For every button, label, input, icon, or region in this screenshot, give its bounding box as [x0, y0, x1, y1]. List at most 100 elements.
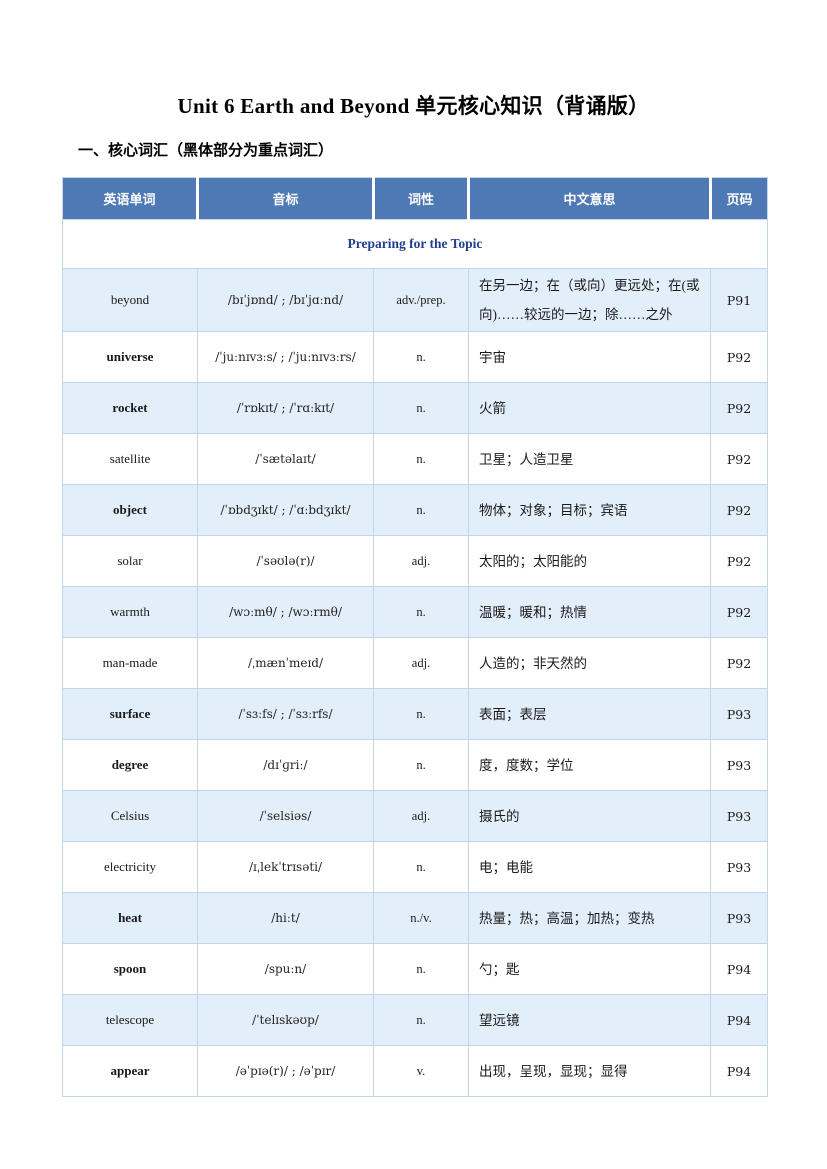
- page-cell: P92: [710, 484, 768, 536]
- phonetic-cell: /ˌmænˈmeɪd/: [197, 637, 374, 689]
- vocab-table-body: Preparing for the Topic beyond/bɪˈjɒnd/ …: [62, 219, 768, 1097]
- meaning-cell: 火箭: [468, 382, 711, 434]
- pos-cell: adj.: [373, 637, 469, 689]
- meaning-cell: 表面；表层: [468, 688, 711, 740]
- word-cell: man-made: [62, 637, 198, 689]
- page-cell: P93: [710, 841, 768, 893]
- phonetic-cell: /ˈsætəlaɪt/: [197, 433, 374, 485]
- page-cell: P92: [710, 433, 768, 485]
- pos-cell: adj.: [373, 535, 469, 587]
- table-row: warmth/wɔːmθ/ ; /wɔːrmθ/n. 温暖；暖和；热情 P92: [62, 586, 768, 638]
- pos-cell: adj.: [373, 790, 469, 842]
- meaning-cell: 热量；热；高温；加热；变热: [468, 892, 711, 944]
- page-cell: P93: [710, 739, 768, 791]
- meaning-cell: 温暖；暖和；热情: [468, 586, 711, 638]
- table-row: beyond/bɪˈjɒnd/ ; /bɪˈjɑːnd/adv./prep. 在另…: [62, 268, 768, 332]
- phonetic-cell: /ˈsɜːfs/ ; /ˈsɜːrfs/: [197, 688, 374, 740]
- meaning-cell: 电；电能: [468, 841, 711, 893]
- page-cell: P94: [710, 994, 768, 1046]
- phonetic-cell: /əˈpɪə(r)/ ; /əˈpɪr/: [197, 1045, 374, 1097]
- table-row: object/ˈɒbdʒɪkt/ ; /ˈɑːbdʒɪkt/n. 物体；对象；目标…: [62, 484, 768, 536]
- pos-cell: n.: [373, 688, 469, 740]
- page-cell: P91: [710, 268, 768, 332]
- meaning-cell: 太阳的；太阳能的: [468, 535, 711, 587]
- meaning-cell: 宇宙: [468, 331, 711, 383]
- word-cell: spoon: [62, 943, 198, 995]
- column-header-2: 音标: [196, 177, 374, 220]
- word-cell: universe: [62, 331, 198, 383]
- phonetic-cell: /ˈselsiəs/: [197, 790, 374, 842]
- table-row: man-made/ˌmænˈmeɪd/adj. 人造的；非天然的 P92: [62, 637, 768, 689]
- page-cell: P94: [710, 943, 768, 995]
- column-header-4: 中文意思: [467, 177, 711, 220]
- page-cell: P92: [710, 331, 768, 383]
- word-cell: object: [62, 484, 198, 536]
- pos-cell: n.: [373, 484, 469, 536]
- meaning-cell: 勺；匙: [468, 943, 711, 995]
- phonetic-cell: /ˈsəʊlə(r)/: [197, 535, 374, 587]
- meaning-cell: 在另一边；在（或向）更远处；在(或向)……较远的一边；除……之外: [468, 268, 711, 332]
- pos-cell: v.: [373, 1045, 469, 1097]
- group-row-label: Preparing for the Topic: [62, 219, 768, 269]
- meaning-cell: 物体；对象；目标；宾语: [468, 484, 711, 536]
- meaning-cell: 度，度数；学位: [468, 739, 711, 791]
- meaning-cell: 望远镜: [468, 994, 711, 1046]
- phonetic-cell: /bɪˈjɒnd/ ; /bɪˈjɑːnd/: [197, 268, 374, 332]
- table-row: appear/əˈpɪə(r)/ ; /əˈpɪr/v. 出现，呈现，显现；显得 P…: [62, 1045, 768, 1097]
- column-header-1: 英语单词: [62, 177, 198, 220]
- meaning-cell: 摄氏的: [468, 790, 711, 842]
- page-cell: P93: [710, 892, 768, 944]
- word-cell: satellite: [62, 433, 198, 485]
- phonetic-cell: /wɔːmθ/ ; /wɔːrmθ/: [197, 586, 374, 638]
- word-cell: degree: [62, 739, 198, 791]
- pos-cell: n.: [373, 382, 469, 434]
- table-row: universe/ˈjuːnɪvɜːs/ ; /ˈjuːnɪvɜːrs/n. 宇宙…: [62, 331, 768, 383]
- page-cell: P92: [710, 586, 768, 638]
- pos-cell: n.: [373, 433, 469, 485]
- word-cell: electricity: [62, 841, 198, 893]
- phonetic-cell: /hiːt/: [197, 892, 374, 944]
- phonetic-cell: /ɪˌlekˈtrɪsəti/: [197, 841, 374, 893]
- table-row: heat/hiːt/n./v. 热量；热；高温；加热；变热 P93: [62, 892, 768, 944]
- phonetic-cell: /ˈrɒkɪt/ ; /ˈrɑːkɪt/: [197, 382, 374, 434]
- word-cell: rocket: [62, 382, 198, 434]
- pos-cell: n.: [373, 841, 469, 893]
- phonetic-cell: /dɪˈɡriː/: [197, 739, 374, 791]
- column-header-3: 词性: [372, 177, 469, 220]
- pos-cell: adv./prep.: [373, 268, 469, 332]
- page-cell: P93: [710, 688, 768, 740]
- word-cell: appear: [62, 1045, 198, 1097]
- table-row: Celsius/ˈselsiəs/adj. 摄氏的 P93: [62, 790, 768, 842]
- header-row: 英语单词 音标 词性 中文意思 页码: [62, 177, 768, 220]
- phonetic-cell: /spuːn/: [197, 943, 374, 995]
- page-cell: P92: [710, 637, 768, 689]
- section-heading: 一、核心词汇（黑体部分为重点词汇）: [78, 142, 334, 159]
- group-row: Preparing for the Topic: [62, 219, 768, 269]
- table-row: rocket/ˈrɒkɪt/ ; /ˈrɑːkɪt/n. 火箭 P92: [62, 382, 768, 434]
- word-cell: beyond: [62, 268, 198, 332]
- phonetic-cell: /ˈjuːnɪvɜːs/ ; /ˈjuːnɪvɜːrs/: [197, 331, 374, 383]
- pos-cell: n.: [373, 586, 469, 638]
- table-row: electricity/ɪˌlekˈtrɪsəti/n. 电；电能 P93: [62, 841, 768, 893]
- table-row: solar/ˈsəʊlə(r)/adj. 太阳的；太阳能的 P92: [62, 535, 768, 587]
- word-cell: Celsius: [62, 790, 198, 842]
- column-header-5: 页码: [709, 177, 768, 220]
- pos-cell: n.: [373, 994, 469, 1046]
- page-cell: P94: [710, 1045, 768, 1097]
- table-row: surface/ˈsɜːfs/ ; /ˈsɜːrfs/n. 表面；表层 P93: [62, 688, 768, 740]
- pos-cell: n.: [373, 943, 469, 995]
- word-cell: telescope: [62, 994, 198, 1046]
- meaning-cell: 卫星；人造卫星: [468, 433, 711, 485]
- word-cell: solar: [62, 535, 198, 587]
- table-row: spoon/spuːn/n. 勺；匙 P94: [62, 943, 768, 995]
- page-cell: P92: [710, 382, 768, 434]
- pos-cell: n.: [373, 331, 469, 383]
- word-cell: warmth: [62, 586, 198, 638]
- page-cell: P93: [710, 790, 768, 842]
- table-row: telescope/ˈtelɪskəʊp/n. 望远镜 P94: [62, 994, 768, 1046]
- vocab-table-header: 英语单词 音标 词性 中文意思 页码: [62, 177, 768, 220]
- table-row: satellite/ˈsætəlaɪt/n. 卫星；人造卫星 P92: [62, 433, 768, 485]
- meaning-cell: 人造的；非天然的: [468, 637, 711, 689]
- page-cell: P92: [710, 535, 768, 587]
- table-row: degree/dɪˈɡriː/n. 度，度数；学位 P93: [62, 739, 768, 791]
